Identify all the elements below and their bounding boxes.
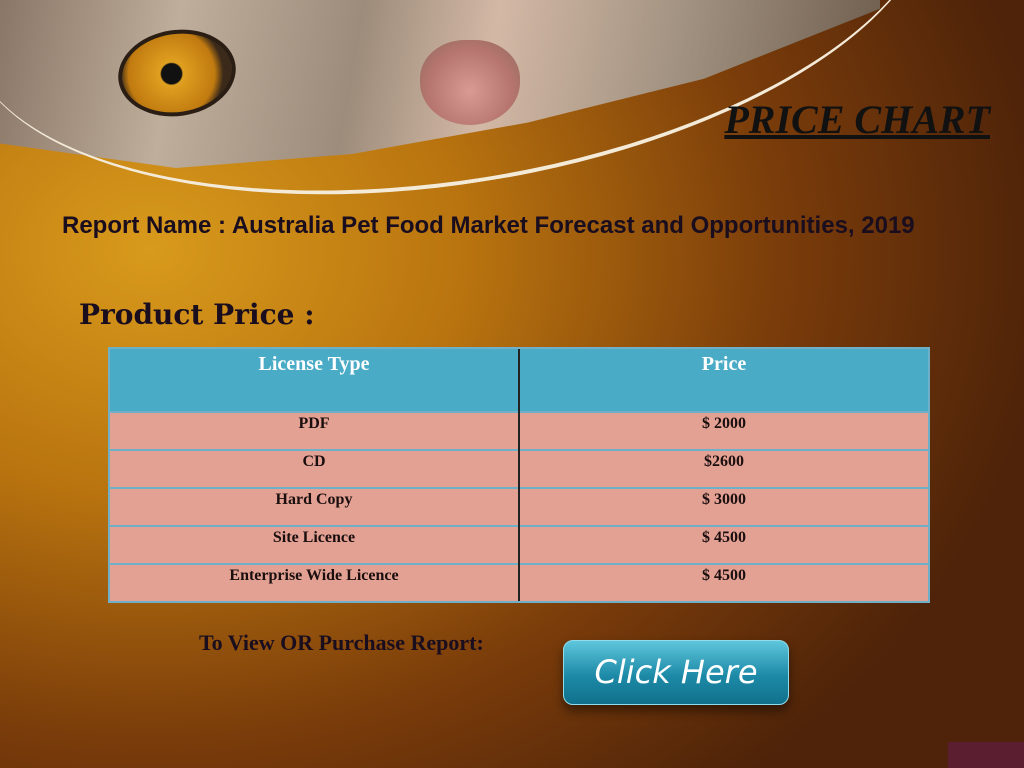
table-row: Hard Copy $ 3000 [110, 487, 928, 526]
cat-eye [112, 22, 242, 124]
product-price-heading: Product Price : [79, 298, 315, 331]
table-row: CD $2600 [110, 449, 928, 488]
table-header-row: License Type Price [110, 349, 928, 412]
page-title: PRICE CHART [724, 97, 990, 142]
header-price: Price [519, 349, 928, 412]
license-type: CD [110, 449, 520, 488]
price: $ 4500 [519, 525, 928, 564]
corner-block [948, 742, 1024, 768]
report-label: Report Name : [62, 212, 232, 239]
price: $ 2000 [519, 411, 928, 450]
price: $2600 [519, 449, 928, 488]
report-title: Australia Pet Food Market Forecast and O… [231, 212, 915, 239]
cat-photo [0, 0, 880, 168]
report-name: Report Name : Australia Pet Food Market … [62, 212, 915, 240]
price-table: License Type Price PDF $ 2000 CD $2600 Har… [108, 347, 930, 603]
license-type: Hard Copy [110, 487, 520, 526]
price: $ 3000 [519, 487, 928, 526]
header-license-type: License Type [110, 349, 520, 412]
price: $ 4500 [519, 563, 928, 601]
cat-nose [420, 40, 520, 125]
click-here-button[interactable]: Click Here [563, 640, 789, 705]
table-row: Enterprise Wide Licence $ 4500 [110, 563, 928, 601]
license-type: Enterprise Wide Licence [110, 563, 520, 601]
license-type: Site Licence [110, 525, 520, 564]
table-row: Site Licence $ 4500 [110, 525, 928, 564]
purchase-prompt: To View OR Purchase Report: [199, 630, 484, 655]
license-type: PDF [110, 411, 520, 450]
table-row: PDF $ 2000 [110, 411, 928, 450]
